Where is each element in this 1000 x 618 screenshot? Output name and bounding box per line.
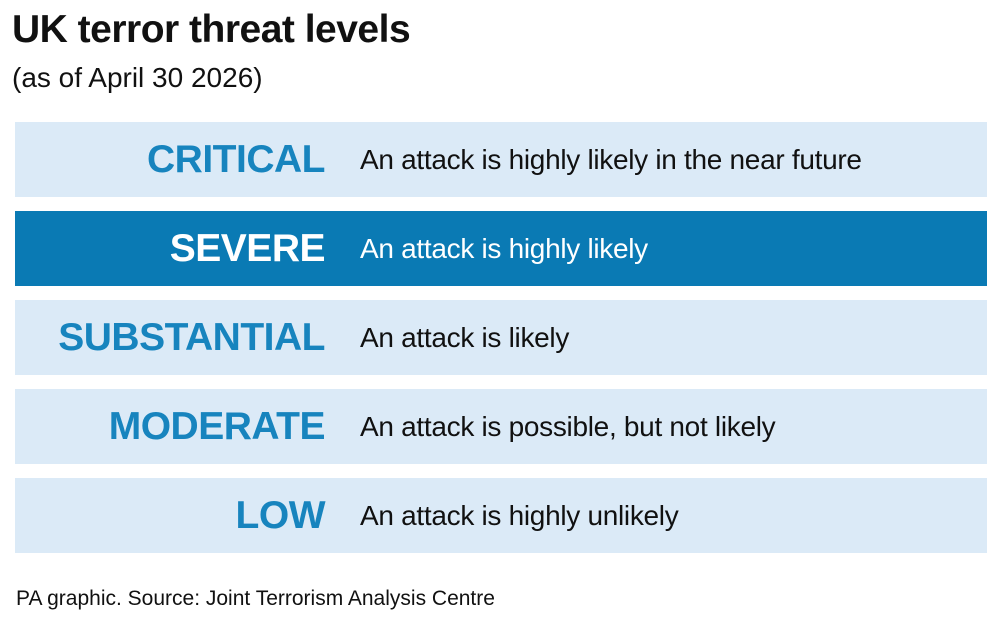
level-row: MODERATE An attack is possible, but not l…	[15, 389, 987, 464]
level-description: An attack is highly unlikely	[360, 500, 679, 531]
level-row: CRITICAL An attack is highly likely in th…	[15, 122, 987, 197]
level-row: LOW An attack is highly unlikely	[15, 478, 987, 553]
level-description: An attack is highly likely in the near f…	[360, 144, 862, 175]
title: UK terror threat levels	[12, 8, 411, 51]
level-row: SUBSTANTIAL An attack is likely	[15, 300, 987, 375]
level-name: CRITICAL	[147, 138, 325, 181]
subtitle: (as of April 30 2026)	[12, 62, 263, 93]
level-name: LOW	[235, 494, 326, 537]
level-row: SEVERE An attack is highly likely	[15, 211, 987, 286]
level-name: SUBSTANTIAL	[58, 316, 325, 359]
level-description: An attack is possible, but not likely	[360, 411, 776, 442]
level-description: An attack is highly likely	[360, 233, 648, 264]
level-description: An attack is likely	[360, 322, 570, 353]
source-note: PA graphic. Source: Joint Terrorism Anal…	[16, 587, 495, 610]
level-name: SEVERE	[169, 227, 326, 270]
level-name: MODERATE	[108, 405, 326, 448]
